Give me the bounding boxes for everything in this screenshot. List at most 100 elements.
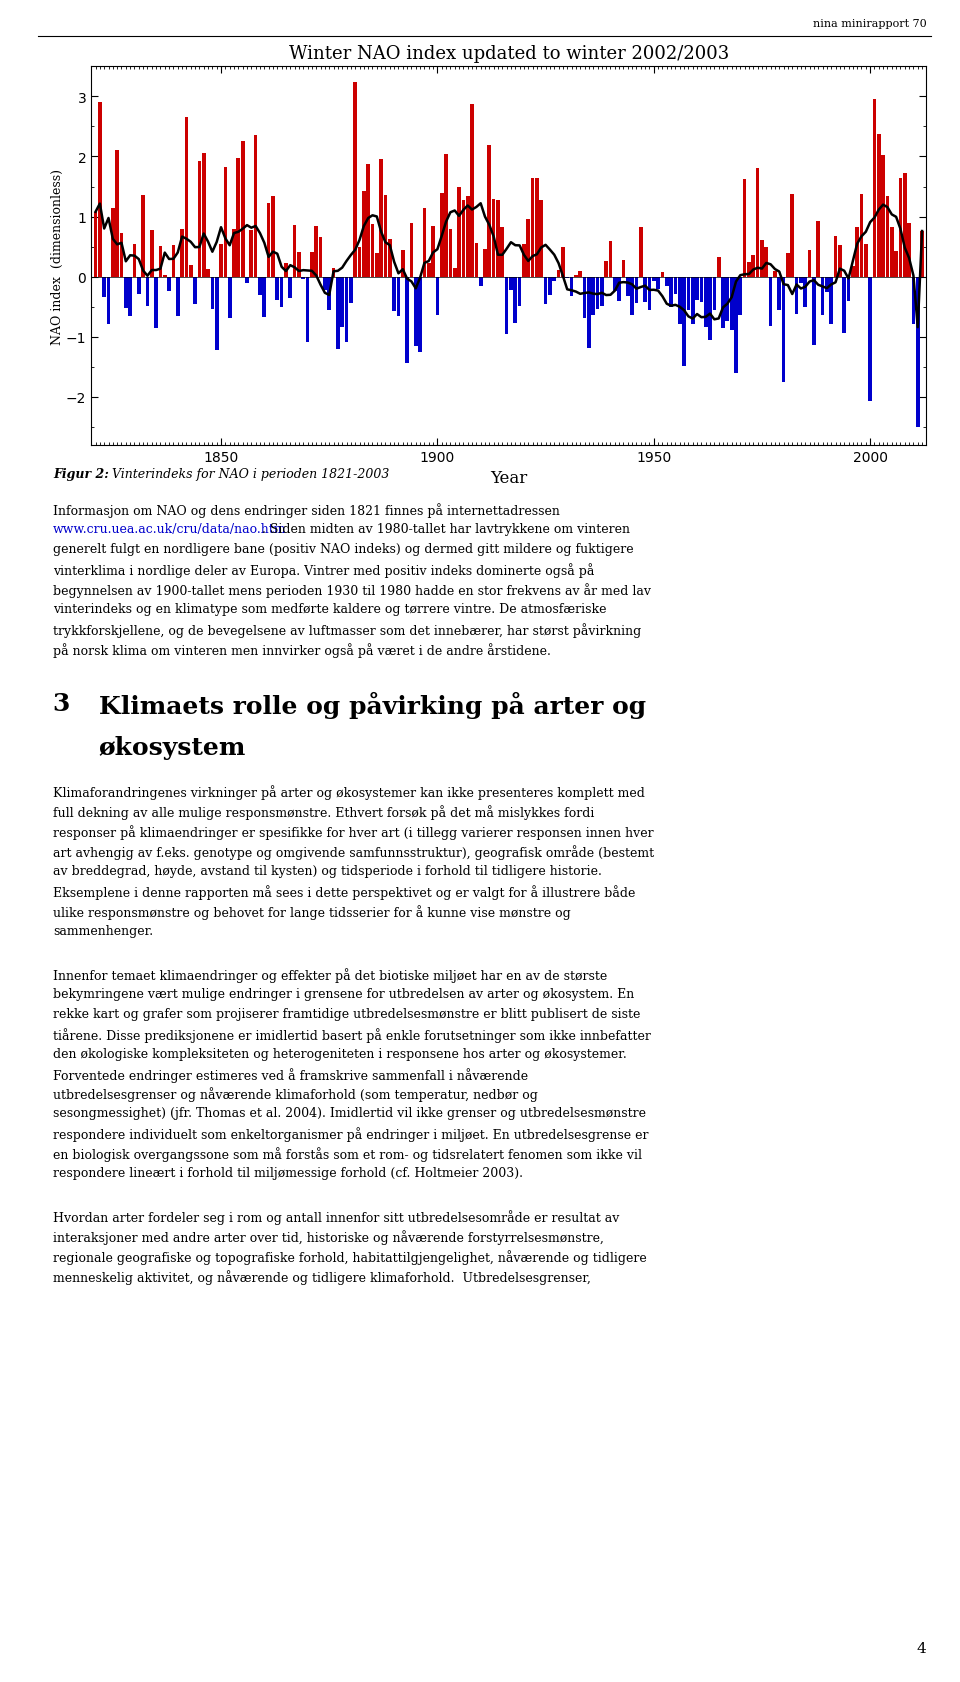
Text: art avhengig av f.eks. genotype og omgivende samfunnsstruktur), geografisk områd: art avhengig av f.eks. genotype og omgiv… — [53, 844, 654, 860]
Text: responser på klimaendringer er spesifikke for hver art (i tillegg varierer respo: responser på klimaendringer er spesifikk… — [53, 824, 654, 839]
Bar — [483, 251, 487, 278]
Bar — [245, 278, 249, 284]
Bar — [648, 278, 651, 311]
Bar — [94, 212, 97, 278]
Text: Eksemplene i denne rapporten må sees i dette perspektivet og er valgt for å illu: Eksemplene i denne rapporten må sees i d… — [53, 885, 636, 900]
Text: respondere individuelt som enkeltorganismer på endringer i miljøet. En utbredels: respondere individuelt som enkeltorganis… — [53, 1127, 648, 1142]
Bar — [371, 225, 374, 278]
Bar — [760, 241, 764, 278]
Bar — [842, 278, 846, 333]
Text: sammenhenger.: sammenhenger. — [53, 923, 153, 937]
Bar — [526, 220, 530, 278]
Bar — [509, 278, 513, 291]
Bar — [267, 204, 271, 278]
Bar — [271, 197, 275, 278]
Bar — [324, 278, 326, 291]
Bar — [362, 192, 366, 278]
Bar — [479, 278, 483, 286]
Bar — [704, 278, 708, 328]
Bar — [332, 269, 335, 278]
Bar — [756, 168, 759, 278]
Bar — [643, 278, 647, 303]
Bar — [120, 234, 123, 278]
Bar — [444, 155, 448, 278]
Bar — [657, 278, 660, 289]
Bar — [678, 278, 682, 325]
Bar — [193, 278, 197, 304]
Bar — [764, 249, 768, 278]
Bar — [514, 278, 517, 325]
Text: den økologiske kompleksiteten og heterogeniteten i responsene hos arter og økosy: den økologiske kompleksiteten og heterog… — [53, 1048, 627, 1060]
Bar — [617, 278, 621, 303]
Text: Klimaets rolle og påvirking på arter og: Klimaets rolle og påvirking på arter og — [99, 691, 646, 718]
Bar — [552, 278, 556, 281]
Bar — [155, 278, 158, 328]
Bar — [600, 278, 604, 306]
Bar — [726, 278, 730, 321]
Bar — [258, 278, 262, 296]
Text: nina minirapport 70: nina minirapport 70 — [813, 19, 926, 29]
Bar — [305, 278, 309, 343]
Text: av breddegrad, høyde, avstand til kysten) og tidsperiode i forhold til tidligere: av breddegrad, høyde, avstand til kysten… — [53, 865, 602, 878]
Bar — [111, 209, 114, 278]
Bar — [773, 272, 777, 278]
Bar — [605, 262, 608, 278]
Bar — [548, 278, 552, 296]
Bar — [786, 254, 790, 278]
Text: www.cru.uea.ac.uk/cru/data/nao.htm: www.cru.uea.ac.uk/cru/data/nao.htm — [53, 523, 286, 537]
Bar — [132, 246, 136, 278]
Bar — [419, 278, 422, 353]
Bar — [414, 278, 418, 346]
Bar — [734, 278, 738, 373]
Bar — [124, 278, 128, 309]
Bar — [531, 178, 535, 278]
Bar — [639, 229, 642, 278]
Bar — [517, 278, 521, 306]
X-axis label: Year: Year — [491, 471, 527, 488]
Bar — [609, 242, 612, 278]
Bar — [899, 178, 902, 278]
Bar — [232, 229, 236, 278]
Text: Vinterindeks for NAO i perioden 1821-2003: Vinterindeks for NAO i perioden 1821-200… — [108, 468, 390, 481]
Bar — [336, 278, 340, 350]
Bar — [107, 278, 110, 325]
Bar — [912, 278, 915, 325]
Bar — [569, 278, 573, 296]
Bar — [743, 180, 747, 278]
Text: vinterindeks og en klimatype som medførte kaldere og tørrere vintre. De atmosfær: vinterindeks og en klimatype som medført… — [53, 602, 607, 616]
Bar — [781, 278, 785, 383]
Bar — [301, 278, 305, 279]
Text: menneskelig aktivitet, og nåværende og tidligere klimaforhold.  Utbredelsesgrens: menneskelig aktivitet, og nåværende og t… — [53, 1270, 590, 1285]
Bar — [158, 247, 162, 278]
Bar — [375, 254, 378, 278]
Bar — [557, 271, 561, 278]
Bar — [833, 237, 837, 278]
Bar — [288, 278, 292, 299]
Bar — [457, 188, 461, 278]
Bar — [129, 278, 132, 316]
Bar — [262, 278, 266, 318]
Bar — [864, 246, 868, 278]
Bar — [401, 251, 404, 278]
Bar — [293, 225, 297, 278]
Bar — [341, 278, 344, 328]
Bar — [752, 256, 756, 278]
Bar — [635, 278, 638, 304]
Text: tiårene. Disse prediksjonene er imidlertid basert på enkle forutsetninger som ik: tiårene. Disse prediksjonene er imidlert… — [53, 1028, 651, 1043]
Bar — [474, 244, 478, 278]
Bar — [388, 241, 392, 278]
Bar — [595, 278, 599, 309]
Bar — [98, 103, 102, 278]
Text: Informasjon om NAO og dens endringer siden 1821 finnes på internettadressen: Informasjon om NAO og dens endringer sid… — [53, 503, 560, 518]
Bar — [795, 278, 799, 315]
Bar — [202, 153, 205, 278]
Bar — [279, 278, 283, 308]
Bar — [228, 278, 231, 320]
Bar — [422, 209, 426, 278]
Bar — [176, 278, 180, 316]
Bar — [876, 135, 880, 278]
Text: rekke kart og grafer som projiserer framtidige utbredelsesmønstre er blitt publi: rekke kart og grafer som projiserer fram… — [53, 1008, 640, 1021]
Bar — [198, 161, 202, 278]
Bar — [448, 229, 452, 278]
Bar — [631, 278, 634, 316]
